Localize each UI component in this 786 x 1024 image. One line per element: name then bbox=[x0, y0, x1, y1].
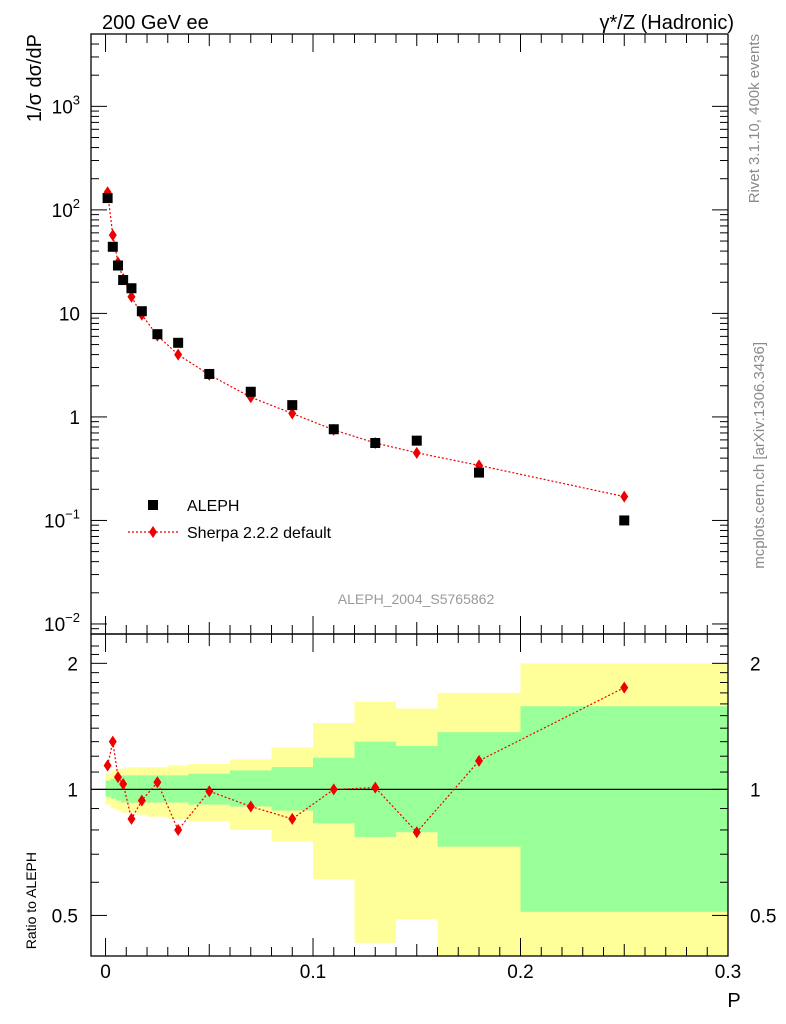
aleph-point bbox=[619, 515, 630, 526]
legend-sherpa-marker bbox=[149, 526, 157, 538]
ratio-point bbox=[371, 781, 380, 794]
main-y-tick-label: 1 bbox=[69, 408, 80, 429]
ratio-point bbox=[288, 812, 297, 825]
legend-sherpa-label: Sherpa 2.2.2 default bbox=[187, 525, 332, 542]
main-y-tick-label: 102 bbox=[52, 196, 80, 222]
main-y-tick-label: 103 bbox=[52, 92, 80, 118]
main-y-tick-label-exp: 2 bbox=[73, 196, 80, 211]
ratio-sherpa-line bbox=[107, 687, 625, 834]
sherpa-point bbox=[412, 446, 421, 459]
aleph-point bbox=[102, 193, 113, 204]
legend-aleph-label: ALEPH bbox=[187, 498, 239, 515]
ratio-point bbox=[174, 823, 183, 836]
ratio-y-tick-label-left: 1 bbox=[67, 780, 78, 801]
ratio-point bbox=[127, 812, 136, 825]
ratio-bands bbox=[105, 663, 728, 956]
ratio-x-tick-labels: 0 0.1 0.2 0.3 bbox=[100, 962, 741, 983]
ratio-point bbox=[153, 776, 162, 789]
ratio-y-tick-label-right: 0.5 bbox=[750, 906, 776, 927]
x-tick-label: 0.2 bbox=[507, 962, 533, 983]
source-note: mcplots.cern.ch [arXiv:1306.3436] bbox=[751, 342, 768, 569]
ratio-point bbox=[246, 800, 255, 813]
sherpa-point bbox=[288, 407, 297, 420]
aleph-point bbox=[136, 306, 147, 317]
ratio-axis-ticks bbox=[91, 634, 729, 957]
aleph-point bbox=[287, 400, 298, 411]
main-frame bbox=[90, 33, 729, 635]
x-tick-label: 0.3 bbox=[715, 962, 741, 983]
main-y-tick-label-exp: 3 bbox=[73, 92, 80, 107]
main-axis-ticks bbox=[91, 33, 729, 635]
aleph-point bbox=[107, 241, 118, 252]
x-axis-label: P bbox=[727, 990, 740, 1012]
ratio-point bbox=[119, 777, 128, 790]
sherpa-point bbox=[108, 229, 117, 242]
main-y-tick-label-base: 10 bbox=[44, 615, 65, 636]
main-y-tick-label-base: 10 bbox=[44, 511, 65, 532]
band-inner bbox=[520, 706, 728, 912]
ratio-point bbox=[137, 794, 146, 807]
legend: ALEPH Sherpa 2.2.2 default bbox=[128, 498, 332, 542]
ratio-sherpa-markers bbox=[103, 681, 629, 839]
ratio-y-tick-labels: 0.5 0.5 1 1 2 2 bbox=[52, 654, 777, 927]
ratio-point bbox=[205, 785, 214, 798]
main-y-tick-label: 10 bbox=[59, 304, 80, 325]
aleph-point bbox=[245, 386, 256, 397]
main-y-tick-label-base: 10 bbox=[52, 97, 73, 118]
ratio-point bbox=[108, 735, 117, 748]
header-left-label: 200 GeV ee bbox=[102, 12, 209, 34]
main-y-tick-label: 10−2 bbox=[44, 610, 80, 636]
sherpa-line bbox=[107, 192, 625, 498]
aleph-point bbox=[173, 337, 184, 348]
sherpa-point bbox=[620, 490, 629, 503]
x-tick-label: 0 bbox=[100, 962, 111, 983]
aleph-point bbox=[112, 260, 123, 271]
ratio-point bbox=[113, 771, 122, 784]
header-right-label: γ*/Z (Hadronic) bbox=[600, 12, 734, 34]
aleph-point bbox=[118, 275, 129, 286]
band-inner bbox=[105, 780, 111, 797]
legend-aleph-marker bbox=[148, 500, 158, 510]
ratio-point bbox=[329, 783, 338, 796]
band-inner bbox=[110, 778, 116, 799]
aleph-point bbox=[474, 467, 485, 478]
ratio-point bbox=[103, 759, 112, 772]
ratio-y-tick-label-right: 2 bbox=[750, 654, 761, 675]
main-y-tick-label-exp: −2 bbox=[65, 610, 80, 625]
sherpa-point bbox=[127, 290, 136, 303]
main-y-axis-label: 1/σ dσ/dP bbox=[24, 34, 46, 122]
main-y-tick-label-exp: −1 bbox=[65, 506, 80, 521]
aleph-point bbox=[370, 437, 381, 448]
main-y-axis-label-text: 1/σ dσ/dP bbox=[24, 34, 46, 122]
ratio-y-axis-label: Ratio to ALEPH bbox=[23, 852, 39, 949]
main-y-tick-label-base: 10 bbox=[59, 304, 80, 325]
ratio-y-tick-label-left: 2 bbox=[67, 654, 78, 675]
aleph-point bbox=[328, 424, 339, 435]
aleph-point bbox=[126, 283, 137, 294]
ratio-y-tick-label-right: 1 bbox=[750, 780, 761, 801]
ratio-y-tick-label-left: 0.5 bbox=[52, 906, 78, 927]
analysis-tag: ALEPH_2004_S5765862 bbox=[338, 591, 495, 607]
band-inner bbox=[230, 770, 272, 807]
main-y-tick-label-base: 1 bbox=[69, 408, 80, 429]
ratio-point bbox=[412, 826, 421, 839]
ratio-point bbox=[620, 681, 629, 694]
ratio-frame bbox=[90, 633, 729, 957]
main-y-tick-label: 10−1 bbox=[44, 506, 80, 532]
sherpa-point bbox=[174, 348, 183, 361]
ratio-plot: 0.5 0.5 1 1 2 2 0 0.1 0.2 0.3 bbox=[52, 633, 777, 983]
ratio-point bbox=[475, 754, 484, 767]
x-tick-label: 0.1 bbox=[300, 962, 326, 983]
aleph-point bbox=[152, 329, 163, 340]
aleph-markers bbox=[102, 193, 630, 526]
main-y-tick-label-base: 10 bbox=[52, 201, 73, 222]
rivet-version-note: Rivet 3.1.10, 400k events bbox=[746, 34, 763, 203]
aleph-point bbox=[204, 368, 215, 379]
aleph-point bbox=[411, 435, 422, 446]
